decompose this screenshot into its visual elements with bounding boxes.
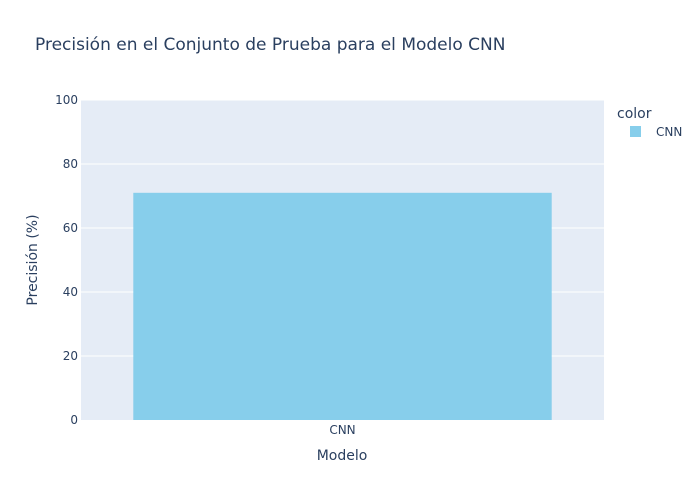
y-tick-label: 40	[63, 285, 78, 299]
x-axis-title: Modelo	[317, 448, 368, 464]
y-axis-ticks: 0 20 40 60 80 100	[55, 93, 78, 427]
y-axis-title: Precisión (%)	[25, 214, 41, 305]
bar-cnn[interactable]	[133, 192, 552, 420]
legend-swatch[interactable]	[630, 126, 641, 137]
y-tick-label: 60	[63, 221, 78, 235]
x-tick-label: CNN	[329, 423, 355, 437]
y-tick-label: 80	[63, 157, 78, 171]
legend-title: color	[617, 106, 652, 122]
x-axis-ticks: CNN	[329, 423, 355, 437]
y-tick-label: 0	[70, 413, 78, 427]
y-tick-label: 20	[63, 349, 78, 363]
legend-item-label: CNN	[656, 125, 682, 139]
y-tick-label: 100	[55, 93, 78, 107]
bars	[133, 192, 552, 420]
legend[interactable]: color CNN	[617, 106, 682, 139]
chart-title: Precisión en el Conjunto de Prueba para …	[35, 35, 505, 55]
